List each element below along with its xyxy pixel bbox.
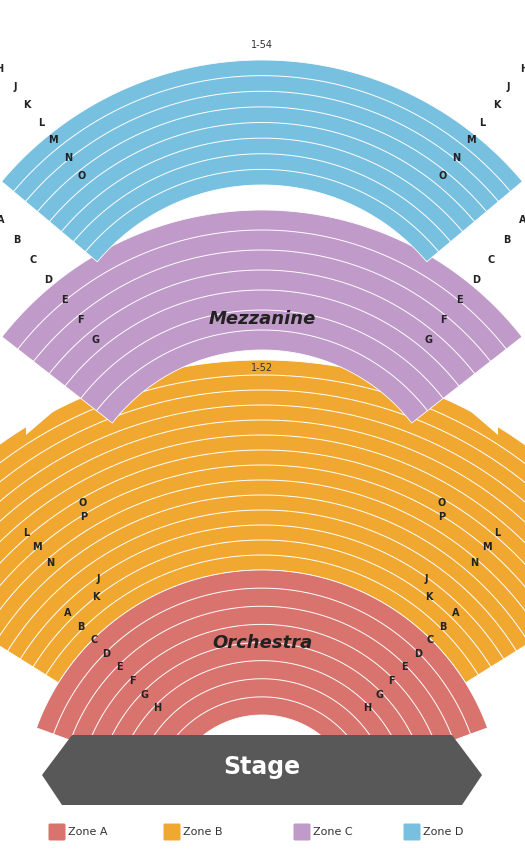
Text: O: O <box>438 497 446 507</box>
Text: 1-54: 1-54 <box>251 40 273 50</box>
Text: H: H <box>521 64 525 74</box>
Text: P: P <box>80 513 87 523</box>
Text: A: A <box>519 215 525 225</box>
Text: Zone A: Zone A <box>68 827 108 837</box>
Text: L: L <box>479 117 486 128</box>
Text: F: F <box>77 315 83 325</box>
Text: B: B <box>439 621 447 632</box>
Text: N: N <box>46 558 54 568</box>
Text: N: N <box>64 153 72 163</box>
Text: E: E <box>117 662 123 672</box>
Text: Mezzanine: Mezzanine <box>208 310 316 328</box>
Text: M: M <box>33 542 42 552</box>
Text: P: P <box>438 513 445 523</box>
Text: J: J <box>507 82 510 92</box>
Polygon shape <box>490 360 525 390</box>
Text: C: C <box>90 635 98 645</box>
Text: 1-52: 1-52 <box>251 363 273 373</box>
Text: Zone D: Zone D <box>423 827 464 837</box>
Text: Zone C: Zone C <box>313 827 353 837</box>
Polygon shape <box>26 405 61 435</box>
Polygon shape <box>0 360 34 390</box>
Text: Orchestra: Orchestra <box>212 633 312 651</box>
Text: C: C <box>29 255 36 265</box>
Text: M: M <box>48 135 58 145</box>
FancyBboxPatch shape <box>293 824 310 841</box>
Text: K: K <box>23 99 31 110</box>
Text: M: M <box>466 135 476 145</box>
Text: L: L <box>24 528 30 537</box>
Text: A: A <box>65 608 72 618</box>
Text: D: D <box>472 275 480 285</box>
Text: E: E <box>401 662 407 672</box>
Text: L: L <box>38 117 45 128</box>
Text: D: D <box>414 649 422 659</box>
Text: N: N <box>470 558 478 568</box>
Text: F: F <box>129 676 136 686</box>
Text: E: E <box>61 295 68 305</box>
Text: A: A <box>452 608 459 618</box>
Text: B: B <box>77 621 85 632</box>
Text: E: E <box>456 295 463 305</box>
Text: D: D <box>102 649 110 659</box>
Text: A: A <box>0 215 5 225</box>
Text: J: J <box>425 574 428 584</box>
Text: C: C <box>488 255 495 265</box>
Text: M: M <box>482 542 491 552</box>
Text: B: B <box>503 235 511 245</box>
Text: O: O <box>79 497 87 507</box>
Polygon shape <box>2 60 522 262</box>
Text: Stage: Stage <box>224 755 300 779</box>
Polygon shape <box>2 210 522 423</box>
Text: G: G <box>375 689 383 700</box>
Text: K: K <box>494 99 501 110</box>
Polygon shape <box>0 360 525 683</box>
Text: B: B <box>13 235 20 245</box>
Polygon shape <box>42 735 482 805</box>
Text: O: O <box>77 171 86 181</box>
FancyBboxPatch shape <box>48 824 66 841</box>
Text: J: J <box>14 82 17 92</box>
FancyBboxPatch shape <box>404 824 421 841</box>
FancyBboxPatch shape <box>163 824 181 841</box>
Text: K: K <box>92 592 100 602</box>
Text: G: G <box>91 335 99 345</box>
Text: Zone B: Zone B <box>183 827 223 837</box>
Polygon shape <box>463 405 498 435</box>
Polygon shape <box>36 570 488 778</box>
Text: H: H <box>0 64 3 74</box>
Text: D: D <box>44 275 52 285</box>
Text: G: G <box>425 335 433 345</box>
Text: N: N <box>452 153 460 163</box>
Text: C: C <box>426 635 434 645</box>
Text: H: H <box>363 703 371 713</box>
Text: K: K <box>425 592 433 602</box>
Text: H: H <box>153 703 161 713</box>
Text: L: L <box>495 528 500 537</box>
Text: J: J <box>97 574 100 584</box>
Text: G: G <box>141 689 149 700</box>
Text: O: O <box>438 171 447 181</box>
Text: F: F <box>440 315 447 325</box>
Text: F: F <box>388 676 395 686</box>
